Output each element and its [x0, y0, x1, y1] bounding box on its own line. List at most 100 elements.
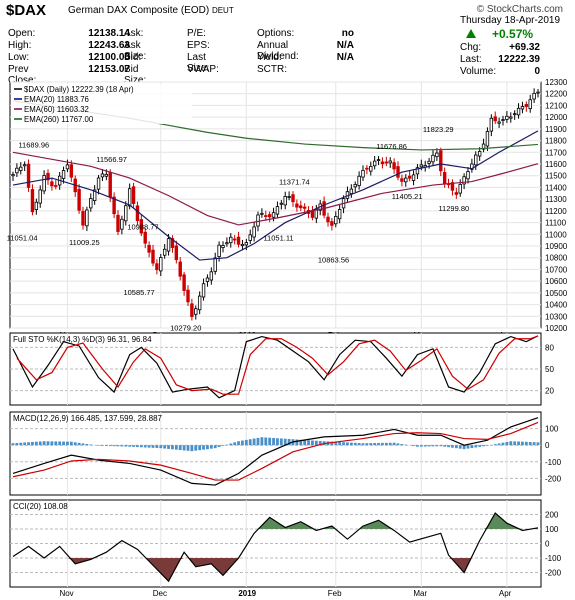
macd-histogram-bar	[252, 438, 256, 446]
candle-body	[275, 206, 280, 215]
macd-histogram-bar	[206, 445, 209, 450]
quote-label: Prev Close:	[8, 64, 37, 86]
macd-line	[12, 417, 539, 486]
candle-body	[22, 164, 27, 167]
macd-histogram-bar	[462, 445, 466, 450]
candle-body	[435, 152, 439, 158]
cci-tick-label: 100	[545, 525, 559, 534]
macd-histogram-bar	[454, 445, 458, 449]
candle-body	[143, 231, 147, 244]
candle-body	[166, 238, 171, 252]
macd-histogram-bar	[19, 442, 23, 446]
macd-histogram-bar	[11, 443, 15, 446]
quote-value: N/A	[336, 40, 354, 51]
macd-histogram-bar	[443, 445, 447, 447]
candle-body	[69, 164, 74, 178]
candle-body	[26, 163, 31, 188]
macd-histogram-bar	[38, 441, 42, 446]
quote-value: 12100.00	[88, 52, 130, 63]
candle-body	[92, 189, 97, 201]
macd-histogram-bar	[384, 442, 388, 446]
candle-body	[466, 171, 470, 180]
macd-histogram-bar	[143, 445, 147, 448]
price-tick-label: 11900	[545, 125, 567, 134]
candle-body	[248, 234, 252, 241]
macd-histogram-bar	[536, 442, 540, 446]
candle-body	[512, 113, 517, 116]
cci-x-tick: 2019	[238, 589, 256, 598]
price-tick-label: 11100	[545, 219, 567, 228]
macd-histogram-bar	[517, 441, 520, 446]
price-annotation: 11823.29	[423, 125, 454, 134]
macd-histogram-bar	[528, 441, 532, 446]
quote-label: Ask Size:	[124, 40, 147, 62]
candle-body	[108, 172, 112, 198]
macd-histogram-bar	[307, 440, 310, 446]
macd-histogram-bar	[295, 439, 299, 446]
legend-label: EMA(60) 11603.32	[24, 105, 89, 114]
macd-histogram-bar	[217, 445, 221, 448]
macd-histogram-bar	[427, 445, 431, 447]
macd-histogram-bar	[194, 445, 198, 451]
candle-body	[326, 216, 330, 223]
price-tick-label: 12200	[545, 90, 568, 99]
price-tick-label: 11500	[545, 172, 567, 181]
candle-body	[357, 175, 361, 186]
candle-body	[155, 263, 159, 271]
cci-x-tick: Mar	[413, 589, 427, 598]
quote-label: Options:	[257, 28, 295, 39]
macd-histogram-bar	[69, 441, 73, 446]
candle-body	[450, 182, 455, 191]
macd-tick-label: 100	[545, 425, 559, 434]
quote-label: Open:	[8, 28, 36, 39]
macd-histogram-bar	[155, 445, 159, 449]
candle-body	[497, 121, 501, 124]
macd-histogram-bar	[256, 437, 260, 446]
macd-histogram-bar	[287, 438, 291, 446]
candle-body	[295, 203, 299, 208]
candle-body	[96, 177, 101, 190]
macd-histogram-bar	[419, 445, 423, 447]
macd-histogram-bar	[163, 445, 167, 449]
candle-body	[159, 257, 163, 272]
candle-body	[396, 166, 400, 178]
price-tick-label: 10500	[545, 289, 568, 298]
cci-title: CCI(20) 108.08	[13, 502, 68, 511]
price-tick-label: 11700	[545, 148, 567, 157]
candle-body	[194, 308, 198, 315]
macd-histogram-bar	[178, 445, 182, 451]
candle-body	[337, 209, 342, 220]
stochastic-tick-label: 20	[545, 387, 554, 396]
candle-body	[287, 196, 291, 198]
price-annotation: 10585.77	[123, 288, 154, 297]
macd-histogram-bar	[260, 437, 264, 446]
price-tick-label: 10700	[545, 265, 568, 274]
macd-histogram-bar	[186, 445, 190, 451]
macd-histogram-bar	[416, 445, 419, 447]
price-annotation: 11689.96	[18, 140, 49, 149]
macd-frame	[9, 411, 542, 496]
macd-histogram-bar	[101, 445, 104, 446]
macd-histogram-bar	[311, 440, 314, 446]
macd-histogram-bar	[349, 442, 353, 446]
candle-body	[244, 242, 249, 246]
candle-body	[349, 188, 354, 195]
cci-tick-label: 0	[545, 540, 550, 549]
macd-histogram-bar	[221, 445, 225, 446]
candle-body	[131, 186, 136, 204]
quote-value: 12153.07	[88, 64, 130, 75]
legend-bg	[12, 84, 192, 124]
stochastic-title: Full STO %K(14,3) %D(3) 96.31, 96.84	[13, 335, 152, 344]
quote-label: SCTR:	[257, 64, 287, 75]
candle-body	[462, 176, 466, 185]
candle-body	[120, 218, 124, 230]
price-annotation: 11299.80	[438, 204, 469, 213]
candle-body	[528, 99, 532, 110]
price-annotation: 10863.56	[318, 255, 349, 264]
candle-body	[388, 160, 392, 164]
price-annotation: 11676.86	[376, 142, 407, 151]
candle-body	[431, 154, 435, 163]
price-tick-label: 11600	[545, 160, 567, 169]
candle-body	[439, 150, 443, 172]
